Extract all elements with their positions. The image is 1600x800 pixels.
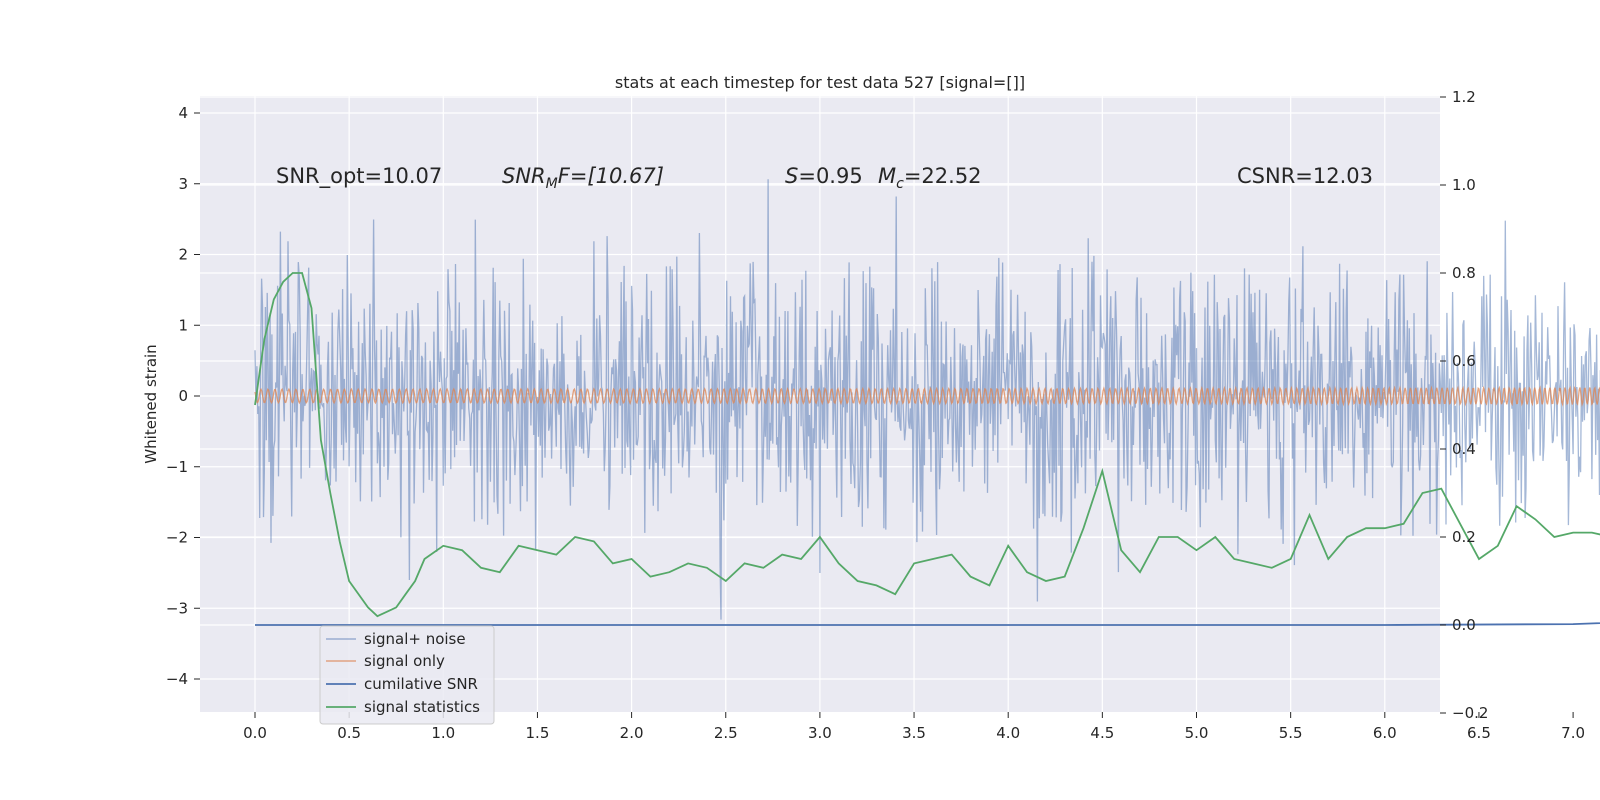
x-tick-label: 2.0	[620, 724, 644, 742]
x-tick-label: 0.5	[337, 724, 361, 742]
x-tick-label: 1.0	[431, 724, 455, 742]
y-tick-label: −2	[166, 529, 188, 547]
y-tick-label: −3	[166, 599, 188, 617]
y2-tick-label: 0.2	[1452, 528, 1476, 546]
y-axis-label: Whitened strain	[142, 344, 160, 463]
legend-label-signal-statistics: signal statistics	[364, 698, 480, 716]
y-tick-label: 0	[178, 387, 188, 405]
x-axis-ticks: 0.0 0.5 1.0 1.5 2.0 2.5 3.0 3.5 4.0 4.5 5.0 5.5 6.0 6…	[243, 712, 1585, 742]
signal-only-line	[254, 385, 1600, 407]
x-tick-label: 4.0	[996, 724, 1020, 742]
chart-title: stats at each timestep for test data 527…	[615, 73, 1025, 92]
signal-statistics-line	[254, 272, 1600, 618]
y-tick-label: −1	[166, 458, 188, 476]
y2-tick-label: 1.2	[1452, 88, 1476, 106]
series-signal-only	[254, 385, 1600, 407]
y-tick-label: 2	[178, 246, 188, 264]
y-tick-label: −4	[166, 670, 188, 688]
x-tick-label: 6.0	[1373, 724, 1397, 742]
annotation-snr-opt: SNR_opt=10.07	[276, 164, 442, 189]
y-tick-label: 1	[178, 316, 188, 334]
y-axis-left-ticks: 4 3 2 1 0 −1 −2 −3 −4	[166, 104, 200, 688]
x-tick-label: 3.5	[902, 724, 926, 742]
x-tick-label: 4.5	[1090, 724, 1114, 742]
y2-tick-label: 0.6	[1452, 352, 1476, 370]
y-axis-right-ticks: 1.2 1.0 0.8 0.6 0.4 0.2 0.0 −0.2	[1440, 88, 1488, 722]
y2-tick-label: 0.8	[1452, 264, 1476, 282]
x-tick-label: 2.5	[714, 724, 738, 742]
x-tick-label: 7.0	[1561, 724, 1585, 742]
x-tick-label: 6.5	[1467, 724, 1491, 742]
signal-noise-line	[254, 179, 1600, 620]
y-tick-label: 3	[178, 175, 188, 193]
legend-box	[319, 625, 495, 725]
y-tick-label: 4	[178, 104, 188, 122]
x-tick-label: 0.0	[243, 724, 267, 742]
annotation-mc: Mc=22.52	[878, 164, 982, 192]
y2-tick-label: 0.4	[1452, 440, 1476, 458]
annotation-csnr: CSNR=12.03	[1237, 164, 1373, 188]
y2-tick-label: −0.2	[1452, 704, 1488, 722]
x-tick-label: 5.0	[1185, 724, 1209, 742]
legend-label-cumulative-snr: cumilative SNR	[364, 675, 478, 693]
y2-tick-label: 0.0	[1452, 616, 1476, 634]
annotation-s: S=0.95	[785, 164, 863, 188]
legend-label-signal-only: signal only	[364, 652, 445, 670]
annotations: SNR_opt=10.07 SNRMF=[10.67] S=0.95 Mc=22…	[276, 164, 1373, 192]
x-tick-label: 5.5	[1279, 724, 1303, 742]
legend-label-signal-noise: signal+ noise	[364, 630, 466, 648]
legend: signal+ noise signal only cumilative SNR…	[319, 625, 495, 725]
x-tick-label: 1.5	[526, 724, 550, 742]
series-signal-noise	[254, 179, 1600, 620]
annotation-snr-mf: SNRMF=[10.67]	[502, 164, 664, 192]
y2-tick-label: 1.0	[1452, 176, 1476, 194]
series-signal-statistics	[254, 272, 1600, 618]
x-tick-label: 3.0	[808, 724, 832, 742]
